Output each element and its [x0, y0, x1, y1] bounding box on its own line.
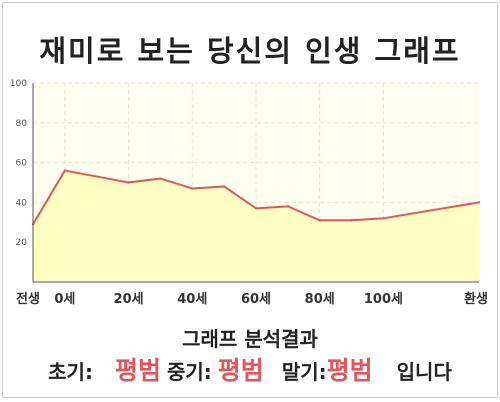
early-value: 평범 [114, 356, 161, 385]
x-tick-label: 20세 [114, 292, 144, 307]
data-point [63, 169, 67, 172]
analysis-heading: 그래프 분석결과 [182, 327, 318, 351]
ending-text: 입니다 [396, 360, 452, 384]
middle-label: 중기: [166, 360, 212, 384]
x-tick-label: 80세 [305, 292, 335, 307]
page-title: 재미로 보는 당신의 인생 그래프 [39, 34, 461, 68]
x-tick-label: 40세 [177, 292, 207, 307]
area-fill [33, 170, 479, 282]
data-point [191, 187, 194, 190]
late-label: 말기: [281, 360, 327, 384]
data-point [286, 205, 290, 208]
y-tick-label: 100 [10, 79, 27, 89]
data-point [222, 185, 226, 188]
y-tick-label: 60 [16, 159, 28, 169]
y-tick-label: 40 [16, 198, 28, 208]
data-point [382, 217, 385, 220]
result-card: 재미로 보는 당신의 인생 그래프 20 40 60 80 100 전생 0세 20세 40세 6… [2, 2, 498, 398]
late-value: 평범 [326, 356, 373, 385]
early-label: 초기: [48, 360, 93, 384]
data-point [254, 207, 258, 210]
x-tick-label: 환생 [464, 291, 488, 307]
x-tick-label: 100세 [364, 292, 403, 307]
y-tick-label: 80 [16, 119, 28, 129]
middle-value: 평범 [217, 356, 264, 385]
data-point [159, 177, 162, 180]
y-tick-label: 20 [16, 238, 28, 248]
x-tick-label: 0세 [54, 292, 75, 307]
data-point [350, 219, 353, 222]
data-point [477, 201, 481, 204]
life-graph-chart: 20 40 60 80 100 전생 0세 20세 40세 60세 80세 100세 환생 [10, 79, 488, 307]
x-tick-label: 60세 [241, 292, 271, 307]
data-point [318, 219, 321, 222]
data-point [127, 181, 130, 184]
x-tick-label: 전생 [16, 291, 40, 307]
series-line [32, 169, 480, 225]
analysis-result: 초기: 평범 중기: 평범 말기:평범 입니다 [3, 351, 497, 387]
